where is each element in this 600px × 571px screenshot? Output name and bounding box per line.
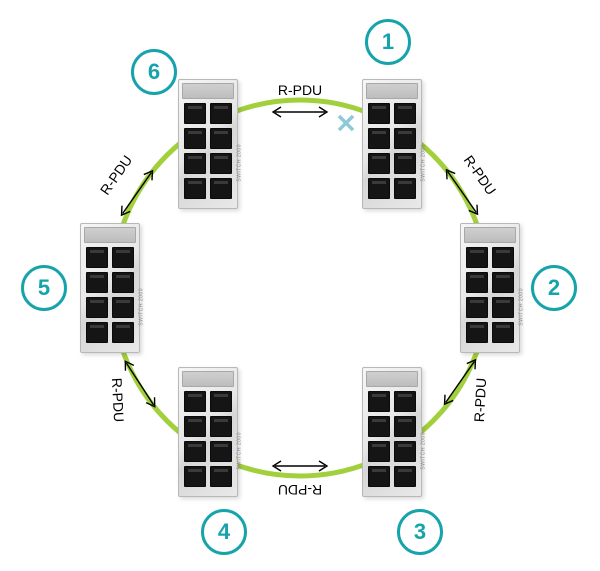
ethernet-port: [86, 322, 108, 343]
switch-header: [366, 83, 418, 99]
ethernet-port: [86, 272, 108, 293]
ethernet-port: [210, 153, 232, 174]
ethernet-port: [184, 441, 206, 462]
ethernet-port: [210, 416, 232, 437]
ethernet-port: [368, 128, 390, 149]
ethernet-port: [394, 391, 416, 412]
ethernet-port: [184, 153, 206, 174]
node-badge-label: 6: [148, 59, 160, 85]
double-arrow-icon: [269, 459, 331, 473]
switch-model-label: SWITCH 2000: [237, 432, 243, 470]
ethernet-port: [368, 178, 390, 199]
ethernet-port: [492, 247, 514, 268]
ethernet-port: [184, 178, 206, 199]
ring-circle: [112, 100, 488, 476]
switch-header: [366, 371, 418, 387]
ethernet-port: [394, 103, 416, 124]
node-badge-6: 6: [131, 49, 177, 95]
ethernet-port: [466, 297, 488, 318]
network-switch-6: SWITCH 2000: [178, 79, 238, 209]
ethernet-port: [394, 128, 416, 149]
switch-header: [464, 227, 516, 243]
switch-ports: [368, 103, 416, 199]
switch-header: [84, 227, 136, 243]
node-badge-label: 1: [382, 29, 394, 55]
ethernet-port: [368, 391, 390, 412]
ethernet-port: [112, 247, 134, 268]
ethernet-port: [184, 128, 206, 149]
ethernet-port: [394, 178, 416, 199]
node-badge-label: 2: [548, 275, 560, 301]
network-switch-3: SWITCH 2000: [362, 367, 422, 497]
ethernet-port: [86, 297, 108, 318]
switch-ports: [86, 247, 134, 343]
node-badge-label: 5: [38, 275, 50, 301]
node-badge-2: 2: [531, 265, 577, 311]
ethernet-port: [368, 103, 390, 124]
edge-label: R-PDU: [471, 377, 489, 422]
ethernet-port: [466, 247, 488, 268]
ethernet-port: [466, 272, 488, 293]
fault-glyph: ✕: [335, 109, 357, 139]
switch-model-label: SWITCH 2000: [421, 144, 427, 182]
ethernet-port: [184, 466, 206, 487]
switch-model-label: SWITCH 2000: [519, 288, 525, 326]
ethernet-port: [394, 466, 416, 487]
ethernet-port: [492, 297, 514, 318]
switch-model-label: SWITCH 2000: [139, 288, 145, 326]
ethernet-port: [112, 322, 134, 343]
node-badge-4: 4: [201, 509, 247, 555]
switch-ports: [368, 391, 416, 487]
edge-label: R-PDU: [109, 377, 127, 422]
ethernet-port: [210, 391, 232, 412]
node-badge-5: 5: [21, 265, 67, 311]
ethernet-port: [394, 441, 416, 462]
ethernet-port: [368, 466, 390, 487]
network-switch-5: SWITCH 2000: [80, 223, 140, 353]
node-badge-label: 3: [414, 519, 426, 545]
switch-ports: [466, 247, 514, 343]
switch-model-label: SWITCH 2000: [237, 144, 243, 182]
ethernet-port: [492, 272, 514, 293]
edge-label: R-PDU: [278, 82, 322, 98]
switch-header: [182, 371, 234, 387]
ethernet-port: [210, 441, 232, 462]
network-switch-4: SWITCH 2000: [178, 367, 238, 497]
ethernet-port: [184, 103, 206, 124]
ethernet-port: [184, 391, 206, 412]
fault-marker-icon: ✕: [335, 109, 357, 140]
ethernet-port: [184, 416, 206, 437]
switch-model-label: SWITCH 2000: [421, 432, 427, 470]
node-badge-1: 1: [365, 19, 411, 65]
ethernet-port: [210, 128, 232, 149]
ethernet-port: [86, 247, 108, 268]
ethernet-port: [368, 416, 390, 437]
switch-ports: [184, 391, 232, 487]
ethernet-port: [112, 272, 134, 293]
ethernet-port: [368, 441, 390, 462]
network-switch-1: SWITCH 2000: [362, 79, 422, 209]
edge-label: R-PDU: [278, 482, 322, 498]
switch-header: [182, 83, 234, 99]
diagram-stage: SWITCH 2000 1 SWITCH 2000 2 SWITCH 2000 3 SWIT…: [0, 0, 600, 571]
ethernet-port: [492, 322, 514, 343]
ethernet-port: [210, 103, 232, 124]
ethernet-port: [368, 153, 390, 174]
double-arrow-icon: [269, 105, 331, 119]
ethernet-port: [210, 466, 232, 487]
node-badge-label: 4: [218, 519, 230, 545]
ethernet-port: [210, 178, 232, 199]
network-switch-2: SWITCH 2000: [460, 223, 520, 353]
ethernet-port: [466, 322, 488, 343]
ethernet-port: [394, 153, 416, 174]
node-badge-3: 3: [397, 509, 443, 555]
switch-ports: [184, 103, 232, 199]
ethernet-port: [394, 416, 416, 437]
ethernet-port: [112, 297, 134, 318]
